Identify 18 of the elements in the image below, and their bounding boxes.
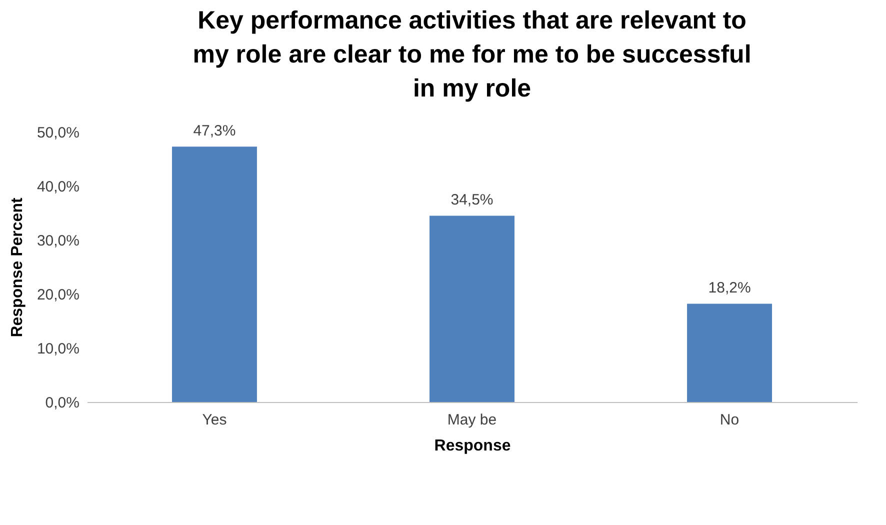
x-axis-title: Response [434, 438, 511, 454]
data-label: 34,5% [450, 192, 494, 209]
bar [430, 216, 514, 402]
y-axis-title: Response Percent [8, 197, 26, 338]
x-tick-label: No [720, 412, 740, 428]
x-tick-label: Yes [202, 412, 227, 428]
y-tick-label: 0,0% [45, 394, 80, 412]
bar [687, 304, 772, 402]
y-tick-label: 20,0% [36, 286, 80, 304]
chart-title: Key performance activities that are relevant to my role are clear to me for me to be successful in my role [192, 6, 752, 103]
y-tick-label: 30,0% [36, 232, 80, 250]
bar [172, 146, 257, 402]
x-tick-label: May be [447, 412, 497, 428]
y-tick-label: 10,0% [36, 340, 80, 358]
data-label: 47,3% [193, 122, 236, 140]
y-tick-label: 50,0% [36, 124, 80, 142]
y-tick-label: 40,0% [36, 178, 80, 196]
data-label: 18,2% [708, 280, 751, 297]
